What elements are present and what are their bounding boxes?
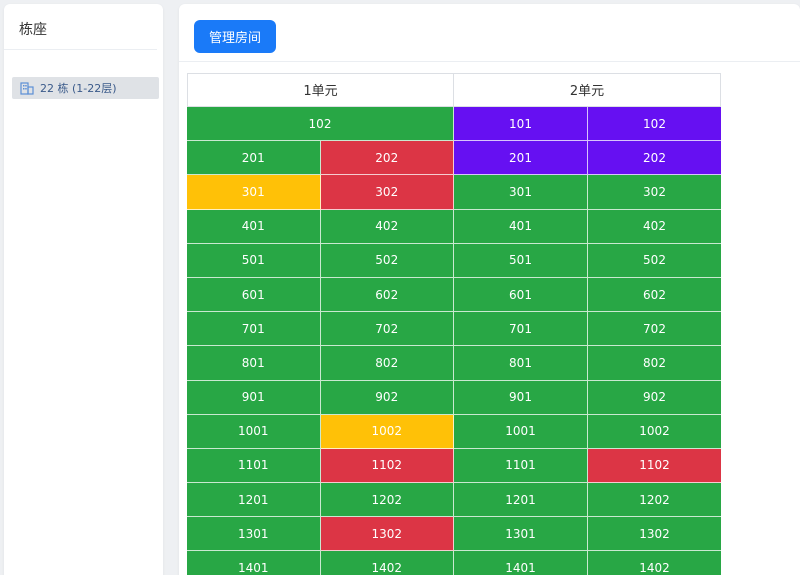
sidebar-item-label: 22 栋 (1-22层) <box>40 82 117 95</box>
floor-row: 1001 1002 <box>454 414 721 449</box>
room-cell-701[interactable]: 701 <box>454 312 588 347</box>
room-cell-1201[interactable]: 1201 <box>454 483 588 518</box>
room-cell-802[interactable]: 802 <box>588 346 721 381</box>
manage-rooms-button[interactable]: 管理房间 <box>194 20 276 53</box>
room-cell-1401[interactable]: 1401 <box>454 551 588 575</box>
floor-row: 1101 1102 <box>454 448 721 484</box>
floor-row: 601 602 <box>187 277 454 313</box>
floor-row: 301 302 <box>454 175 721 210</box>
unit-rows: 101 102 201 202 301 302 401 402 501 502 601 602 701 7… <box>454 107 721 575</box>
room-cell-1201[interactable]: 1201 <box>187 483 321 518</box>
room-cell-1102[interactable]: 1102 <box>320 448 454 484</box>
room-cell-402[interactable]: 402 <box>588 209 721 244</box>
floor-row: 1101 1102 <box>187 448 454 484</box>
floor-row: 1401 1402 <box>454 551 721 575</box>
room-cell-601[interactable]: 601 <box>187 277 321 313</box>
unit-header: 1单元 <box>187 73 454 107</box>
room-cell-1101[interactable]: 1101 <box>187 448 321 484</box>
room-cell-1101[interactable]: 1101 <box>454 448 588 484</box>
floor-row: 101 102 <box>454 107 721 142</box>
building-sidebar: 栋座 22 栋 (1-22层) <box>4 4 163 575</box>
toolbar: 管理房间 <box>179 4 800 62</box>
room-cell-202[interactable]: 202 <box>320 141 454 176</box>
room-cell-1301[interactable]: 1301 <box>454 517 588 552</box>
floor-row: 401 402 <box>454 209 721 244</box>
room-cell-1302[interactable]: 1302 <box>588 517 721 552</box>
room-cell-1401[interactable]: 1401 <box>187 551 321 575</box>
room-cell-701[interactable]: 701 <box>187 312 321 347</box>
room-cell-401[interactable]: 401 <box>454 209 588 244</box>
room-cell-402[interactable]: 402 <box>320 209 454 244</box>
room-cell-302[interactable]: 302 <box>320 175 454 210</box>
room-cell-1402[interactable]: 1402 <box>588 551 721 575</box>
floor-row: 901 902 <box>187 380 454 415</box>
room-cell-301[interactable]: 301 <box>454 175 588 210</box>
room-cell-301[interactable]: 301 <box>187 175 321 210</box>
room-cell-102[interactable]: 102 <box>187 107 454 142</box>
floor-row: 201 202 <box>187 141 454 176</box>
room-cell-202[interactable]: 202 <box>588 141 721 176</box>
room-cell-201[interactable]: 201 <box>187 141 321 176</box>
room-cell-902[interactable]: 902 <box>588 380 721 415</box>
room-cell-401[interactable]: 401 <box>187 209 321 244</box>
room-cell-802[interactable]: 802 <box>320 346 454 381</box>
room-cell-1402[interactable]: 1402 <box>320 551 454 575</box>
floor-row: 1301 1302 <box>187 517 454 552</box>
room-cell-801[interactable]: 801 <box>454 346 588 381</box>
room-cell-1202[interactable]: 1202 <box>588 483 721 518</box>
unit-column-1: 1单元 102 201 202 301 302 401 402 501 502 601 602 701… <box>187 73 454 575</box>
room-cell-501[interactable]: 501 <box>187 243 321 278</box>
floor-row: 1401 1402 <box>187 551 454 575</box>
room-cell-1301[interactable]: 1301 <box>187 517 321 552</box>
floor-row: 301 302 <box>187 175 454 210</box>
floor-row: 1301 1302 <box>454 517 721 552</box>
floor-row: 701 702 <box>454 312 721 347</box>
floor-row: 1001 1002 <box>187 414 454 449</box>
room-cell-1302[interactable]: 1302 <box>320 517 454 552</box>
floor-row: 1201 1202 <box>187 483 454 518</box>
room-cell-501[interactable]: 501 <box>454 243 588 278</box>
room-cell-102[interactable]: 102 <box>588 107 721 142</box>
room-cell-1001[interactable]: 1001 <box>187 414 321 449</box>
room-cell-1202[interactable]: 1202 <box>320 483 454 518</box>
floor-row: 801 802 <box>454 346 721 381</box>
room-cell-901[interactable]: 901 <box>454 380 588 415</box>
floor-row: 701 702 <box>187 312 454 347</box>
floor-row: 102 <box>187 107 454 142</box>
room-cell-602[interactable]: 602 <box>588 277 721 313</box>
floor-row: 401 402 <box>187 209 454 244</box>
unit-column-2: 2单元 101 102 201 202 301 302 401 402 501 502 601 602… <box>454 73 721 575</box>
room-cell-702[interactable]: 702 <box>320 312 454 347</box>
main-panel: 管理房间 1单元 102 201 202 301 302 401 402 501 502 601 6… <box>179 4 800 575</box>
floor-row: 901 902 <box>454 380 721 415</box>
unit-rows: 102 201 202 301 302 401 402 501 502 601 602 701 702 8… <box>187 107 454 575</box>
room-cell-1002[interactable]: 1002 <box>588 414 721 449</box>
room-cell-601[interactable]: 601 <box>454 277 588 313</box>
room-cell-901[interactable]: 901 <box>187 380 321 415</box>
room-cell-302[interactable]: 302 <box>588 175 721 210</box>
room-cell-101[interactable]: 101 <box>454 107 588 142</box>
room-cell-502[interactable]: 502 <box>320 243 454 278</box>
floor-row: 201 202 <box>454 141 721 176</box>
sidebar-item-building-22[interactable]: 22 栋 (1-22层) <box>12 77 159 99</box>
floor-row: 801 802 <box>187 346 454 381</box>
room-cell-602[interactable]: 602 <box>320 277 454 313</box>
room-cell-1102[interactable]: 1102 <box>588 448 721 484</box>
room-cell-201[interactable]: 201 <box>454 141 588 176</box>
room-cell-702[interactable]: 702 <box>588 312 721 347</box>
floor-row: 501 502 <box>454 243 721 278</box>
unit-header: 2单元 <box>454 73 721 107</box>
building-icon <box>20 81 34 95</box>
floor-row: 601 602 <box>454 277 721 313</box>
sidebar-title: 栋座 <box>4 4 157 50</box>
room-cell-502[interactable]: 502 <box>588 243 721 278</box>
room-cell-902[interactable]: 902 <box>320 380 454 415</box>
room-cell-801[interactable]: 801 <box>187 346 321 381</box>
room-cell-1001[interactable]: 1001 <box>454 414 588 449</box>
floor-row: 1201 1202 <box>454 483 721 518</box>
room-cell-1002[interactable]: 1002 <box>320 414 454 449</box>
floor-row: 501 502 <box>187 243 454 278</box>
